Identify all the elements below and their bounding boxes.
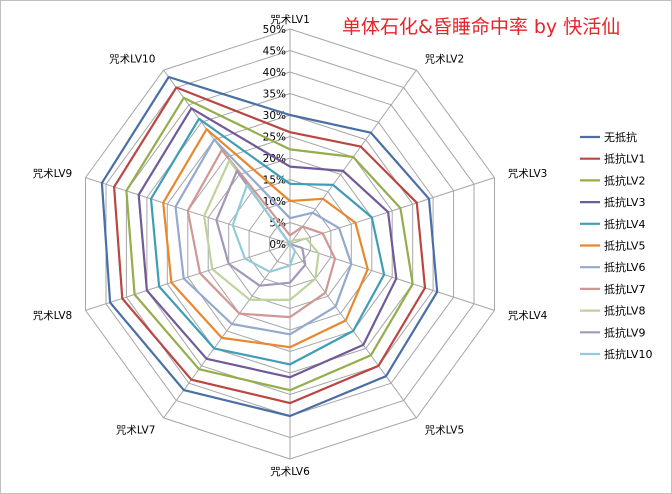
series-line [100, 75, 439, 418]
series-line [149, 117, 386, 366]
grid-spoke [85, 243, 291, 311]
category-label: 咒术LV6 [270, 466, 310, 478]
category-label: 咒术LV3 [508, 168, 548, 180]
tick-label: 40% [263, 67, 286, 79]
tick-label: 25% [263, 132, 286, 144]
grid-spoke [289, 243, 495, 311]
legend-label: 抵抗LV3 [604, 195, 645, 209]
chart-title: 单体石化&昏睡命中率 by 快活仙 [342, 16, 620, 38]
category-label: 咒术LV7 [116, 424, 156, 436]
category-label: 咒术LV4 [508, 310, 548, 322]
legend-label: 抵抗LV4 [604, 217, 645, 231]
legend-label: 无抵抗 [604, 130, 637, 144]
legend-label: 抵抗LV5 [604, 239, 645, 253]
category-label: 咒术LV10 [109, 54, 155, 66]
legend-label: 抵抗LV1 [604, 152, 645, 166]
series-line [231, 183, 297, 273]
data-series [100, 75, 439, 418]
legend-label: 抵抗LV6 [604, 260, 645, 274]
category-label: 咒术LV8 [33, 310, 73, 322]
grid-spoke [289, 177, 495, 245]
series-line [137, 107, 398, 379]
series-line [162, 128, 369, 349]
legend-label: 抵抗LV10 [604, 347, 652, 361]
category-label: 咒术LV2 [425, 54, 465, 66]
series-line [203, 159, 320, 301]
category-label: 咒术LV5 [425, 424, 465, 436]
series-line [186, 149, 337, 319]
series-line [125, 96, 414, 392]
tick-label: 35% [263, 89, 286, 101]
tick-label: 50% [263, 24, 286, 36]
legend-label: 抵抗LV8 [604, 304, 645, 318]
legend-label: 抵抗LV2 [604, 173, 645, 187]
series-line [174, 138, 353, 336]
tick-label: 0% [269, 239, 286, 251]
series-line [215, 169, 307, 287]
grid-spoke [163, 243, 291, 419]
tick-label: 45% [263, 46, 286, 58]
legend-label: 抵抗LV9 [604, 325, 645, 339]
series-line [112, 86, 427, 405]
category-label: 咒术LV9 [33, 168, 73, 180]
category-label: 咒术LV1 [270, 14, 310, 26]
category-labels: 咒术LV1 咒术LV2 咒术LV3 咒术LV4 咒术LV5 咒术LV6 咒术LV7 咒术LV8… [33, 14, 548, 478]
legend-label: 抵抗LV7 [604, 282, 645, 296]
